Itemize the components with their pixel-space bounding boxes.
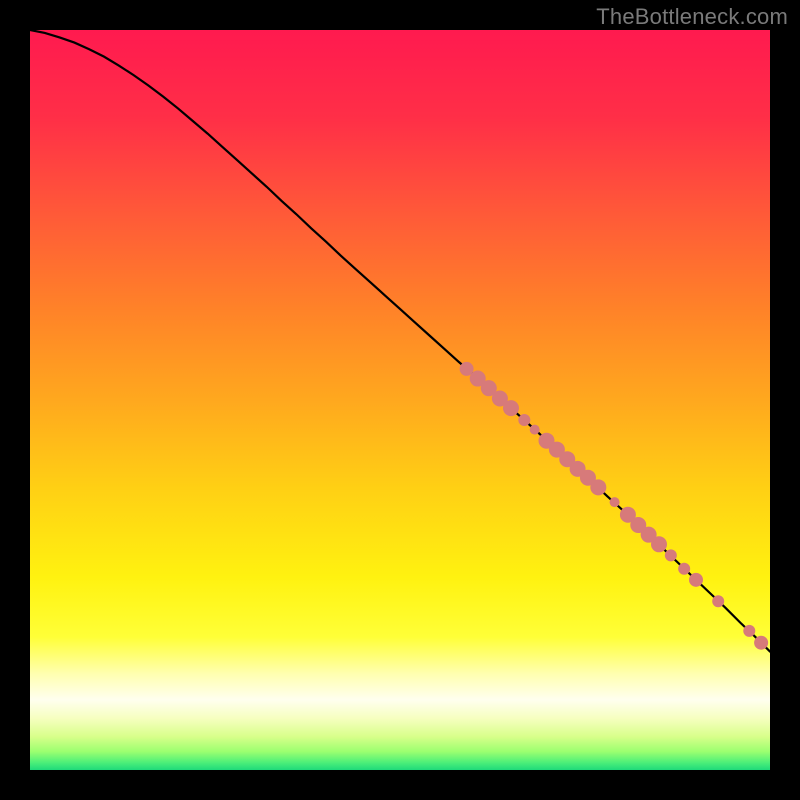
data-point — [712, 595, 724, 607]
data-point — [678, 563, 690, 575]
chart-svg — [30, 30, 770, 770]
data-point — [518, 414, 530, 426]
data-point — [743, 625, 755, 637]
data-point — [665, 549, 677, 561]
chart-frame: TheBottleneck.com — [0, 0, 800, 800]
data-point — [530, 425, 540, 435]
data-point — [503, 400, 519, 416]
plot-background — [30, 30, 770, 770]
data-point — [590, 479, 606, 495]
watermark-label: TheBottleneck.com — [596, 4, 788, 30]
data-point — [610, 497, 620, 507]
data-point — [651, 536, 667, 552]
plot-area — [30, 30, 770, 770]
data-point — [689, 573, 703, 587]
data-point — [754, 636, 768, 650]
